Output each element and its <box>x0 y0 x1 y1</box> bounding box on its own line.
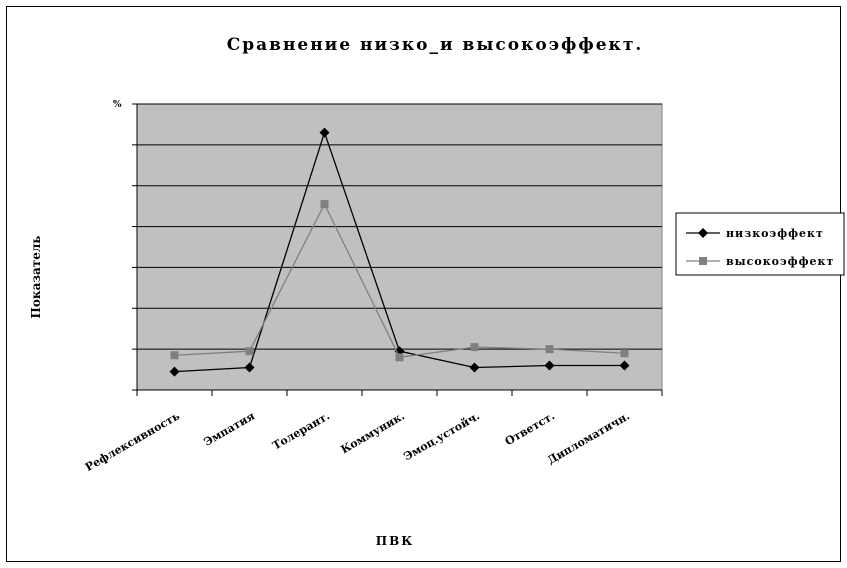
data-point <box>320 200 329 209</box>
data-point <box>395 353 404 362</box>
plot-area <box>136 103 663 391</box>
x-axis-label: ПВК <box>376 534 414 548</box>
data-point <box>319 127 330 138</box>
x-tick-label: Толерант. <box>270 409 332 452</box>
legend-marker <box>699 257 707 265</box>
legend-label: высокоэффект <box>726 255 834 268</box>
data-point <box>244 362 255 373</box>
legend: низкоэффект высокоэффект <box>675 212 845 276</box>
x-tick-label: Коммуник. <box>339 409 407 456</box>
y-axis-label: Показатель <box>29 236 43 319</box>
series-layer <box>169 127 630 377</box>
x-tick-label: Рефлексивность <box>83 409 182 474</box>
x-tick-label: Эмоц.устойч. <box>401 409 482 463</box>
y-tick-label: % <box>113 100 122 110</box>
gridlines <box>137 103 662 350</box>
data-point <box>169 366 180 377</box>
data-point <box>245 347 254 356</box>
series-2 <box>170 200 629 362</box>
x-tick-label: Ответст. <box>503 409 557 448</box>
data-point <box>470 343 479 352</box>
data-point <box>619 360 630 371</box>
axes <box>132 103 663 396</box>
data-point <box>469 362 480 373</box>
chart-title: Сравнение низко_и высокоэффект. <box>227 35 644 55</box>
data-point <box>544 360 555 371</box>
legend-marker <box>698 228 708 238</box>
x-tick-label: Эмпатия <box>201 409 257 449</box>
data-point <box>170 351 179 360</box>
data-point <box>545 345 554 354</box>
x-tick-label: Дипломатичн. <box>545 409 632 467</box>
legend-label: низкоэффект <box>726 227 824 240</box>
y-tick-labels: % <box>113 100 122 110</box>
x-tick-labels: Рефлексивность Эмпатия Толерант. Коммуник.Э… <box>83 409 632 474</box>
data-point <box>620 349 629 358</box>
